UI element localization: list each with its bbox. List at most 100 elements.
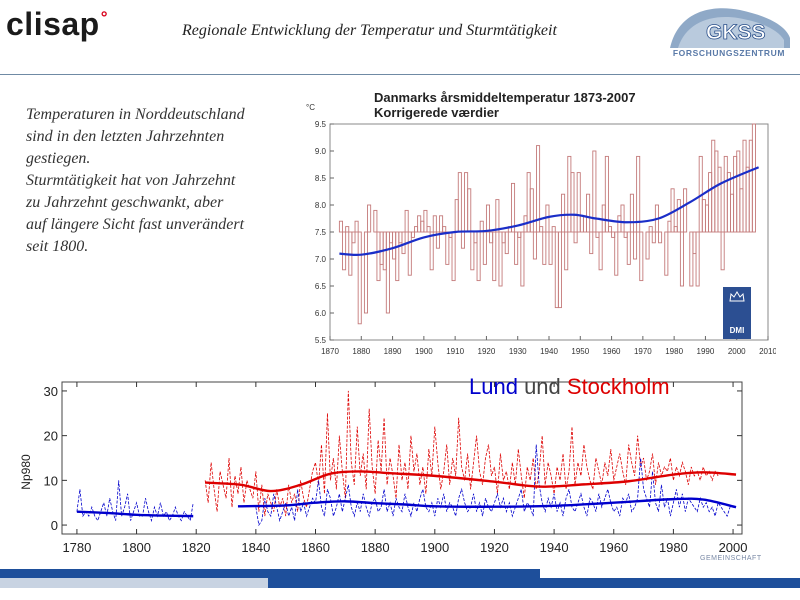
annual-temperature-bar	[351, 231, 356, 244]
annual-temperature-bar	[586, 193, 591, 233]
annual-temperature-bar	[539, 226, 544, 233]
annual-temperature-bar	[623, 231, 628, 238]
annual-temperature-bar	[517, 231, 522, 238]
dmi-crown-icon	[729, 291, 745, 302]
annual-temperature-bar	[554, 231, 559, 309]
summary-line: Temperaturen in Norddeutschland	[26, 106, 245, 123]
lund-series	[76, 444, 731, 527]
x-tick-label: 1840	[241, 540, 270, 555]
annual-temperature-bar	[498, 231, 503, 287]
denmark-temperature-chart: Danmarks årsmiddeltemperatur 1873-2007Ko…	[306, 90, 776, 356]
annual-temperature-bar	[363, 231, 368, 314]
annual-temperature-bar	[520, 231, 525, 287]
annual-temperature-bar	[730, 193, 735, 233]
annual-temperature-bar	[576, 172, 581, 233]
annual-temperature-bar	[708, 172, 713, 233]
lund-annual-line	[255, 444, 731, 527]
annual-temperature-bar	[460, 231, 465, 249]
x-tick-label: 1890	[384, 347, 402, 356]
annual-temperature-bar	[395, 231, 400, 282]
annual-temperature-bar	[423, 209, 428, 233]
annual-temperature-bar	[633, 231, 638, 260]
annual-temperature-series	[338, 123, 756, 325]
annual-temperature-bar	[532, 231, 537, 260]
annual-temperature-bar	[617, 215, 622, 233]
annual-temperature-bar	[720, 231, 725, 271]
annual-temperature-bar	[432, 215, 437, 233]
stockholm-trend-line	[205, 470, 737, 493]
annual-temperature-bar	[426, 226, 431, 233]
chart-subtitle: Korrigerede værdier	[374, 105, 499, 120]
chart-legend: Lund und Stockholm	[469, 374, 670, 399]
page-title: Regionale Entwicklung der Temperatur und…	[182, 22, 557, 39]
annual-temperature-bar	[482, 231, 487, 265]
footer-text: GEMEINSCHAFT	[700, 555, 762, 562]
annual-temperature-bar	[679, 231, 684, 287]
x-tick-label: 1930	[509, 347, 527, 356]
clisap-logo-text: clisap	[6, 6, 100, 42]
lund-trend-line	[76, 510, 194, 518]
y-tick-label: 7.0	[315, 255, 327, 264]
y-tick-label: 30	[44, 384, 58, 399]
annual-temperature-bar	[470, 231, 475, 271]
annual-temperature-bar	[579, 215, 584, 233]
y-axis-unit: °C	[306, 103, 315, 112]
annual-temperature-bar	[611, 231, 616, 238]
y-tick-label: 10	[44, 473, 58, 488]
annual-temperature-bar	[598, 231, 603, 271]
annual-temperature-bar	[704, 204, 710, 233]
annual-temperature-bar	[376, 231, 381, 282]
annual-temperature-bar	[733, 155, 738, 233]
legend-lund: Lund	[469, 374, 518, 399]
annual-temperature-bar	[345, 226, 350, 233]
x-tick-label: 1960	[603, 347, 621, 356]
annual-temperature-bar	[401, 231, 406, 255]
annual-temperature-bar	[714, 150, 719, 233]
annual-temperature-bar	[414, 226, 419, 233]
annual-temperature-bar	[651, 231, 656, 244]
gkss-logo-text: GKSS	[706, 21, 766, 44]
x-tick-label: 1880	[361, 540, 390, 555]
annual-temperature-bar	[542, 231, 547, 265]
summary-line: gestiegen.	[26, 150, 91, 167]
x-tick-label: 1900	[415, 347, 433, 356]
annual-temperature-bar	[742, 139, 747, 233]
annual-temperature-bar	[723, 155, 728, 233]
annual-temperature-bar	[404, 209, 409, 233]
y-tick-label: 0	[51, 518, 58, 533]
annual-temperature-bar	[582, 215, 587, 233]
x-tick-label: 1970	[634, 347, 652, 356]
summary-line: Sturmtätigkeit hat von Jahrzehnt	[26, 172, 236, 189]
annual-temperature-bar	[357, 231, 362, 325]
annual-temperature-bar	[392, 231, 397, 260]
annual-temperature-bar	[736, 150, 741, 233]
annual-temperature-bar	[607, 226, 613, 233]
temperature-trend-line	[339, 166, 760, 257]
x-tick-label: 1820	[182, 540, 211, 555]
annual-temperature-bar	[673, 226, 678, 233]
annual-temperature-bar	[439, 215, 444, 233]
x-tick-label: 2000	[728, 347, 746, 356]
annual-temperature-bar	[467, 188, 472, 233]
dmi-badge	[723, 287, 751, 339]
annual-temperature-bar	[367, 204, 372, 233]
annual-temperature-bar	[692, 231, 697, 255]
annual-temperature-bar	[457, 172, 462, 233]
annual-temperature-bar	[445, 231, 450, 265]
annual-temperature-bar	[620, 204, 625, 233]
annual-temperature-bar	[529, 188, 534, 233]
annual-temperature-bar	[495, 199, 500, 233]
chart-title: Danmarks årsmiddeltemperatur 1873-2007	[374, 90, 636, 105]
annual-temperature-bar	[501, 231, 506, 244]
footer-bar	[0, 569, 540, 578]
annual-temperature-bar	[338, 220, 343, 233]
annual-temperature-bar	[664, 231, 669, 276]
stockholm-series	[204, 390, 719, 517]
annual-temperature-bar	[592, 150, 597, 233]
summary-line: sind in den letzten Jahrzehnten	[26, 128, 225, 145]
annual-temperature-bar	[695, 231, 700, 287]
legend-und: und	[518, 374, 567, 399]
annual-temperature-bar	[354, 220, 359, 233]
lund-trend-line	[237, 497, 737, 509]
summary-line: seit 1800.	[26, 238, 89, 255]
